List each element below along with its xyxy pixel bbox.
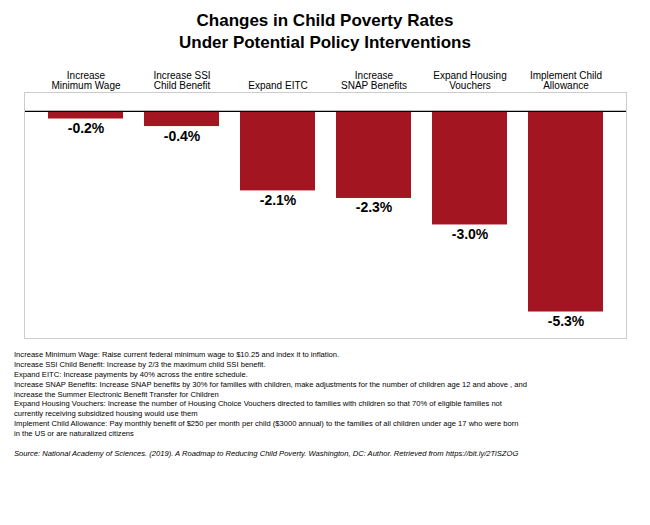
svg-text:Implement ChildAllowance: Implement ChildAllowance [530,70,602,91]
svg-text:IncreaseMinimum Wage: IncreaseMinimum Wage [51,70,121,91]
svg-text:IncreaseSNAP Benefits: IncreaseSNAP Benefits [341,70,407,91]
html-text:Expand Housing Vouchers: Incre: Expand Housing Vouchers: Increase the nu… [14,399,502,419]
html-text:Changes in Child Poverty Rates: Changes in Child Poverty Rates Under Pot… [179,11,471,53]
html-text:Increase Minimum Wage: Raise c: Increase Minimum Wage: Raise current fed… [14,350,340,360]
svg-text:-0.2%: -0.2% [68,120,105,136]
svg-text:Increase SSIChild Benefit: Increase SSIChild Benefit [153,70,210,91]
svg-text:-2.3%: -2.3% [356,200,393,216]
svg-text:Expand HousingVouchers: Expand HousingVouchers [433,70,506,91]
svg-text:Expand EITC: Expand EITC [248,80,307,91]
svg-text:-5.3%: -5.3% [548,313,585,329]
svg-text:-3.0%: -3.0% [452,226,489,242]
svg-text:-2.1%: -2.1% [260,192,297,208]
svg-text:-0.4%: -0.4% [164,128,201,144]
html-text:Source: National Academy of Sc: Source: National Academy of Sciences. (2… [14,448,519,458]
html-text:Increase SNAP Benefits: Increa: Increase SNAP Benefits: Increase SNAP be… [14,379,527,399]
html-text:Implement Child Allowance: Pay: Implement Child Allowance: Pay monthly b… [14,419,519,439]
html-text:Expand EITC: Increase payments: Expand EITC: Increase payments by 40% ac… [14,369,248,379]
html-text:Increase SSI Child Benefit: In: Increase SSI Child Benefit: Increase by … [14,360,266,369]
